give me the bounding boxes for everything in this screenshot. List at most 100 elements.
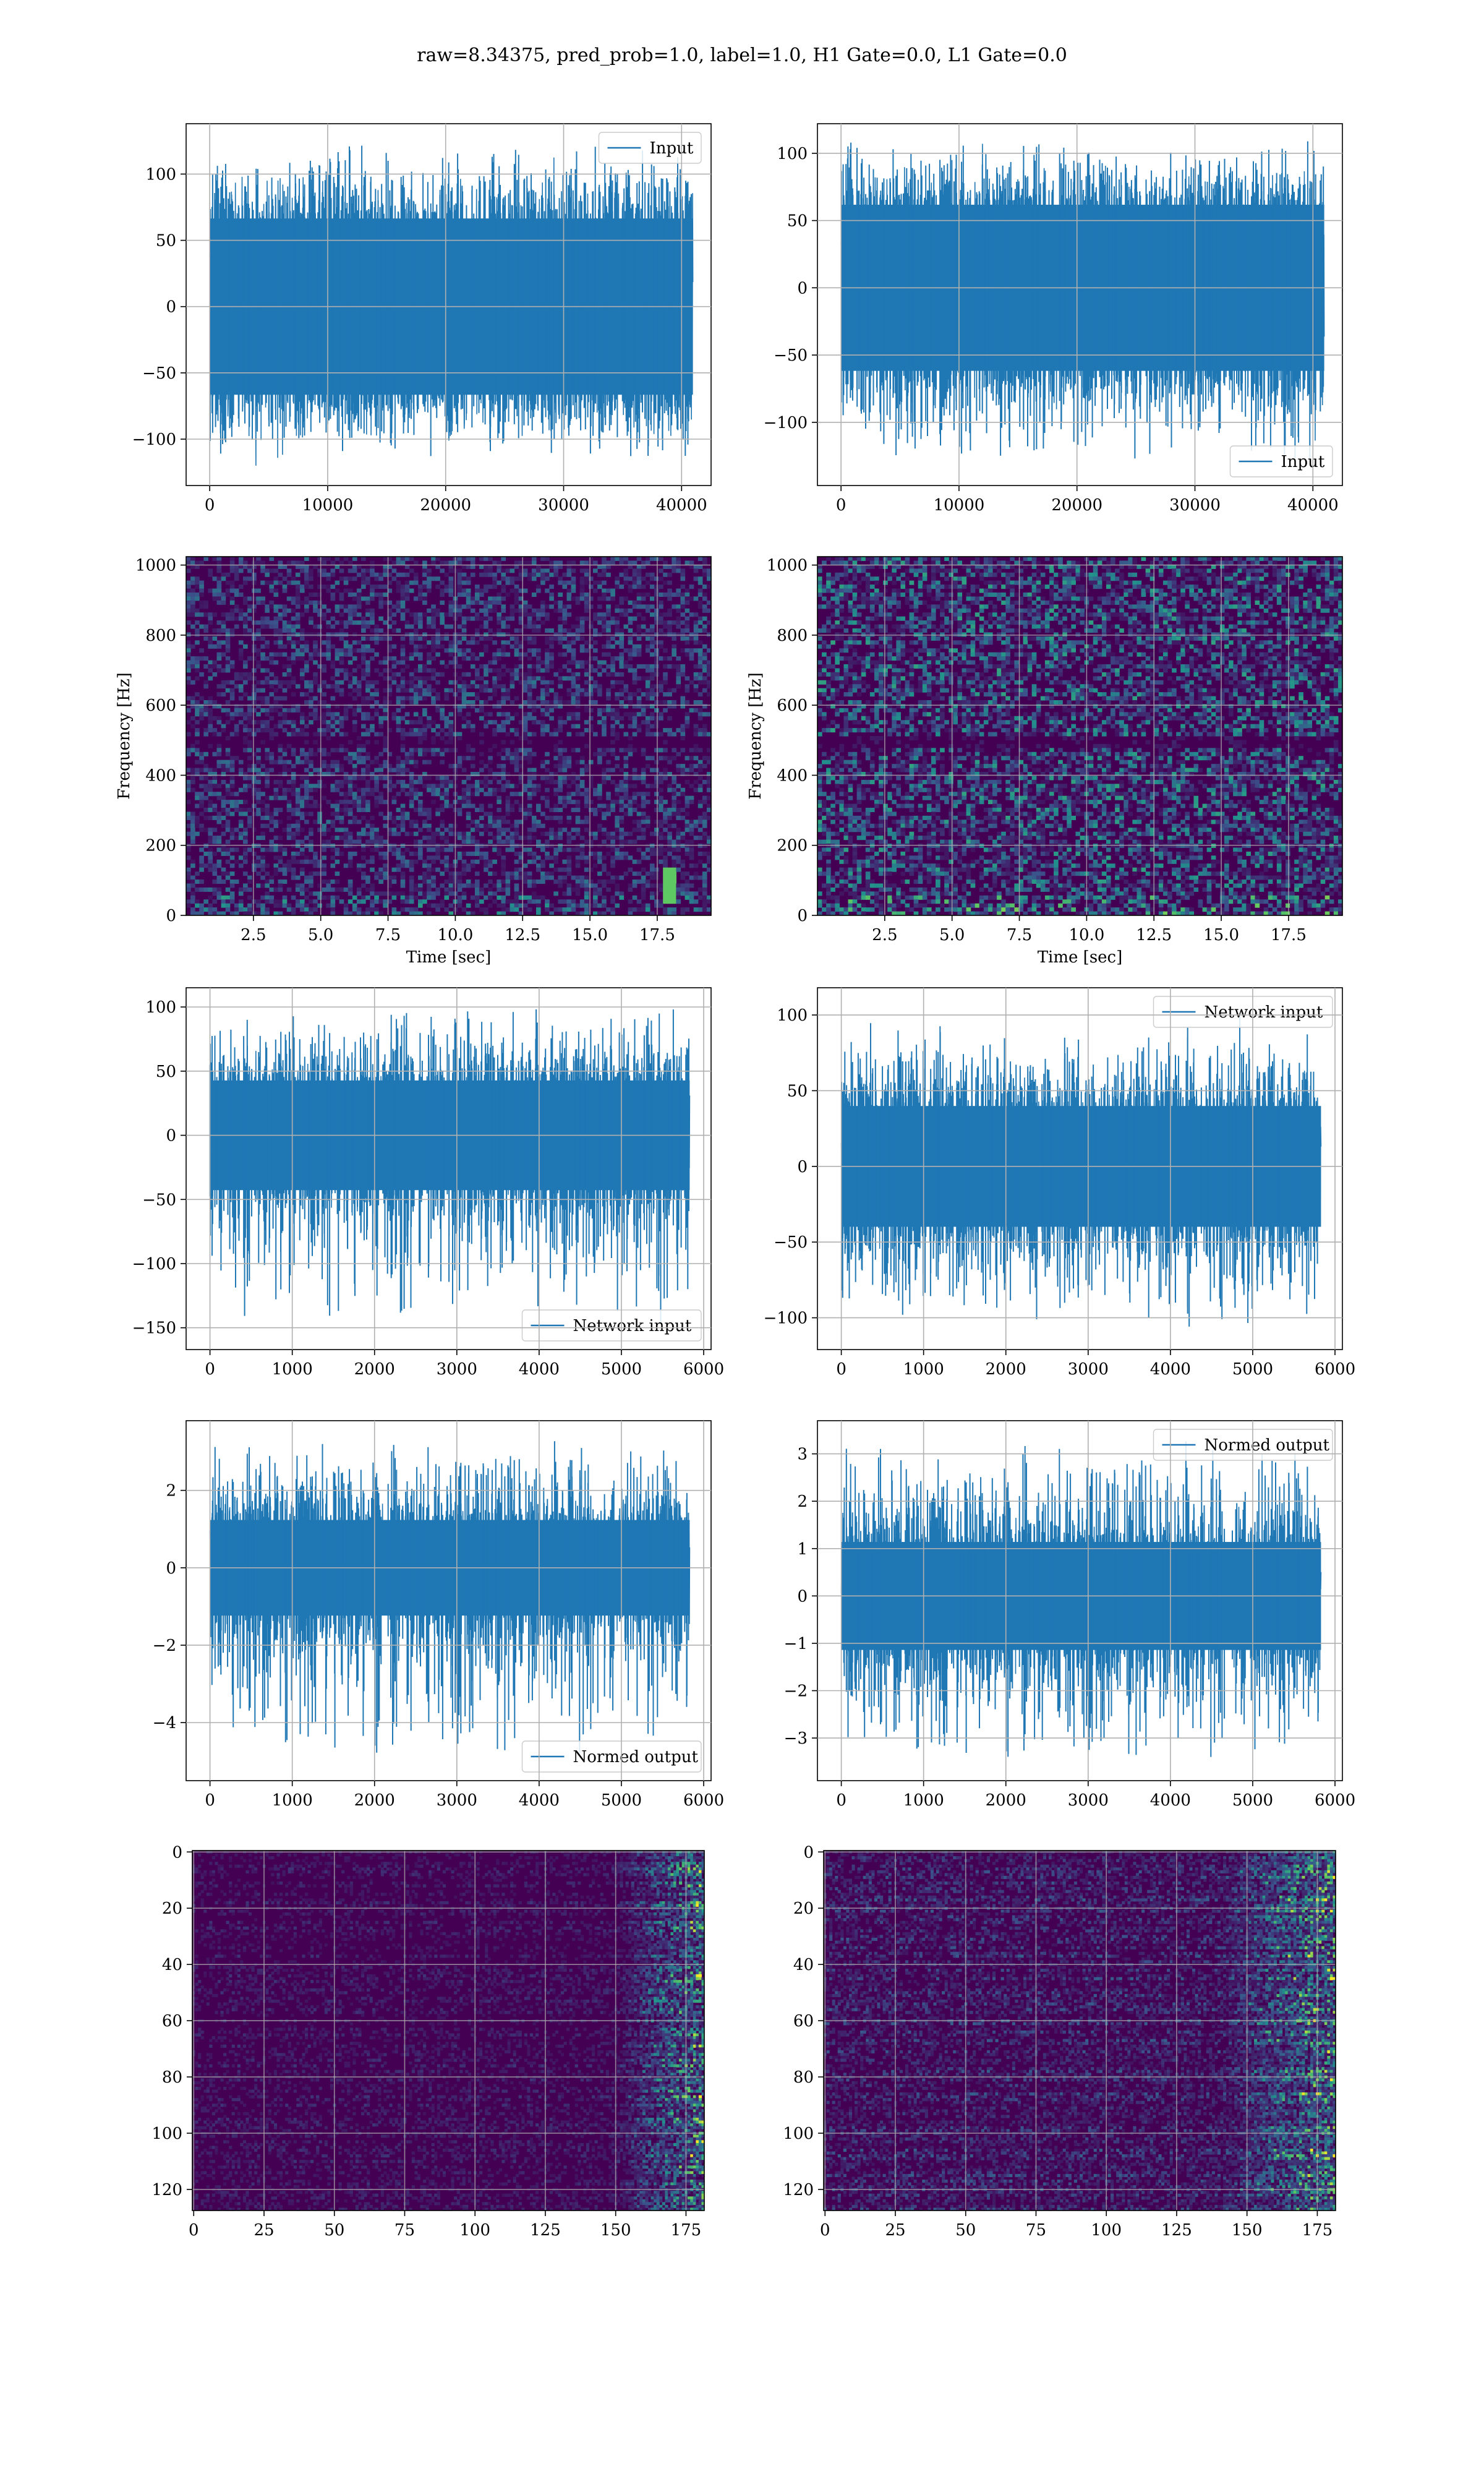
r2c1-heatmap-cell xyxy=(663,676,668,680)
r2c1-heatmap-cell xyxy=(501,888,506,892)
r2c1-heatmap-cell xyxy=(663,680,668,685)
r2c1-heatmap-cell xyxy=(685,620,690,625)
r2c1-heatmap-cell xyxy=(619,852,624,856)
r2c1-heatmap-cell xyxy=(685,560,690,565)
r2c1-heatmap-cell xyxy=(199,696,204,701)
r2c1-heatmap-cell xyxy=(383,696,388,701)
r2c1-heatmap-cell xyxy=(589,700,594,704)
r2c1-heatmap-cell xyxy=(672,648,676,653)
r2c1-heatmap-cell xyxy=(650,896,655,900)
r2c1-heatmap-cell xyxy=(540,796,545,800)
r2c1-heatmap-cell xyxy=(619,680,624,685)
r2c1-heatmap-cell xyxy=(497,612,501,617)
r2c1-heatmap-cell xyxy=(597,808,602,812)
r2c1-heatmap-cell xyxy=(619,832,624,836)
r2c1-heatmap-cell xyxy=(283,688,288,693)
r2c1-heatmap-cell xyxy=(615,692,620,696)
r2c1-heatmap-cell xyxy=(571,792,576,796)
r2c1-heatmap-cell xyxy=(378,661,383,665)
r2c1-heatmap-cell xyxy=(418,811,423,816)
r2c1-heatmap-cell xyxy=(553,868,558,872)
r2c1-heatmap-cell xyxy=(435,891,440,896)
r2c1-heatmap-cell xyxy=(278,888,283,892)
r2c1-heatmap-cell xyxy=(230,871,235,876)
r2c1-heatmap-cell xyxy=(409,632,414,636)
r2c1-heatmap-cell xyxy=(203,684,208,688)
r2c1-heatmap-cell xyxy=(252,784,257,788)
r2c1-heatmap-cell xyxy=(186,560,191,565)
r2c1-heatmap-cell xyxy=(374,844,379,848)
r2c1-heatmap-cell xyxy=(278,844,283,848)
r2c1-heatmap-cell xyxy=(492,584,497,589)
r2c1-heatmap-cell xyxy=(304,609,309,613)
r2c1-heatmap-cell xyxy=(685,871,690,876)
r2c1-heatmap-cell xyxy=(427,676,432,680)
r2c1-heatmap-cell xyxy=(532,776,537,780)
r2c1-heatmap-cell xyxy=(226,668,231,672)
r2c1-heatmap-cell xyxy=(234,708,239,713)
r2c1-heatmap-cell xyxy=(435,776,440,780)
r2c1-heatmap-cell xyxy=(633,692,638,696)
r2c1-heatmap-cell xyxy=(650,668,655,672)
r2c1-heatmap-cell xyxy=(536,863,541,868)
r2c1-heatmap-cell xyxy=(667,888,672,892)
r2c1-heatmap-cell xyxy=(330,684,335,688)
r2c1-heatmap-cell xyxy=(357,708,362,713)
r2c1-heatmap-cell xyxy=(497,617,501,621)
r2c1-heatmap-cell xyxy=(527,768,532,773)
r2c1-heatmap-cell xyxy=(252,668,257,672)
r2c1-heatmap-cell xyxy=(291,640,296,644)
r2c1-heatmap-cell xyxy=(685,852,690,856)
r2c1-heatmap-cell xyxy=(339,636,344,641)
r2c1-heatmap-cell xyxy=(646,593,650,597)
r2c1-heatmap-cell xyxy=(313,648,318,653)
r2c1-heatmap-cell xyxy=(663,692,668,696)
r2c1-heatmap-cell xyxy=(300,644,305,649)
r2c1-heatmap-cell xyxy=(317,732,322,737)
r2c1-heatmap-cell xyxy=(414,617,419,621)
r2c1-heatmap-cell xyxy=(309,811,313,816)
r2c1-heatmap-cell xyxy=(663,740,668,744)
r2c1-heatmap-cell xyxy=(422,876,427,880)
r2c1-heatmap-cell xyxy=(256,620,261,625)
r2c1-heatmap-cell xyxy=(330,811,335,816)
r2c1-heatmap-cell xyxy=(296,589,301,593)
r2c1-heatmap-cell xyxy=(646,632,650,636)
r2c1-heatmap-cell xyxy=(357,573,362,577)
r2c1-heatmap-cell xyxy=(401,661,406,665)
r2c1-heatmap-cell xyxy=(326,609,331,613)
r2c1-heatmap-cell xyxy=(492,661,497,665)
r2c1-heatmap-cell xyxy=(484,720,488,724)
r2c1-heatmap-cell xyxy=(195,752,200,756)
r2c1-heatmap-cell xyxy=(230,792,235,796)
r2c1-heatmap-cell xyxy=(383,800,388,804)
r2c1-heatmap-cell xyxy=(650,756,655,760)
r2c1-heatmap-cell xyxy=(330,880,335,884)
r2c1-heatmap-cell xyxy=(199,792,204,796)
r2c1-heatmap-cell xyxy=(462,700,467,704)
r2c1-heatmap-cell xyxy=(431,868,436,872)
r2c1-heatmap-cell xyxy=(252,676,257,680)
r2c1-heatmap-cell xyxy=(344,804,349,808)
r2c1-heatmap-cell xyxy=(619,840,624,844)
r2c1-heatmap-cell xyxy=(247,756,252,760)
r2c1-heatmap-cell xyxy=(532,828,537,832)
r2c1-heatmap-cell xyxy=(580,568,585,573)
r2c1-heatmap-cell xyxy=(444,740,449,744)
r2c1-heatmap-cell xyxy=(553,632,558,636)
r2c1-heatmap-cell xyxy=(637,568,642,573)
r2c1-heatmap-cell xyxy=(462,796,467,800)
r2c1-heatmap-cell xyxy=(352,576,357,581)
r1c1-ytick-label: −50 xyxy=(142,364,176,383)
r2c1-heatmap-cell xyxy=(597,792,602,796)
r2c1-heatmap-cell xyxy=(510,609,515,613)
r2c1-heatmap-cell xyxy=(256,628,261,633)
r2c1-heatmap-cell xyxy=(615,584,620,589)
r2c1-heatmap-cell xyxy=(514,832,519,836)
r2c1-heatmap-cell xyxy=(186,568,191,573)
r2c1-heatmap-cell xyxy=(514,844,519,848)
r2c1-heatmap-cell xyxy=(247,568,252,573)
r2c1-heatmap-cell xyxy=(589,625,594,629)
r2c1-heatmap-cell xyxy=(352,680,357,685)
r2c1-heatmap-cell xyxy=(597,684,602,688)
